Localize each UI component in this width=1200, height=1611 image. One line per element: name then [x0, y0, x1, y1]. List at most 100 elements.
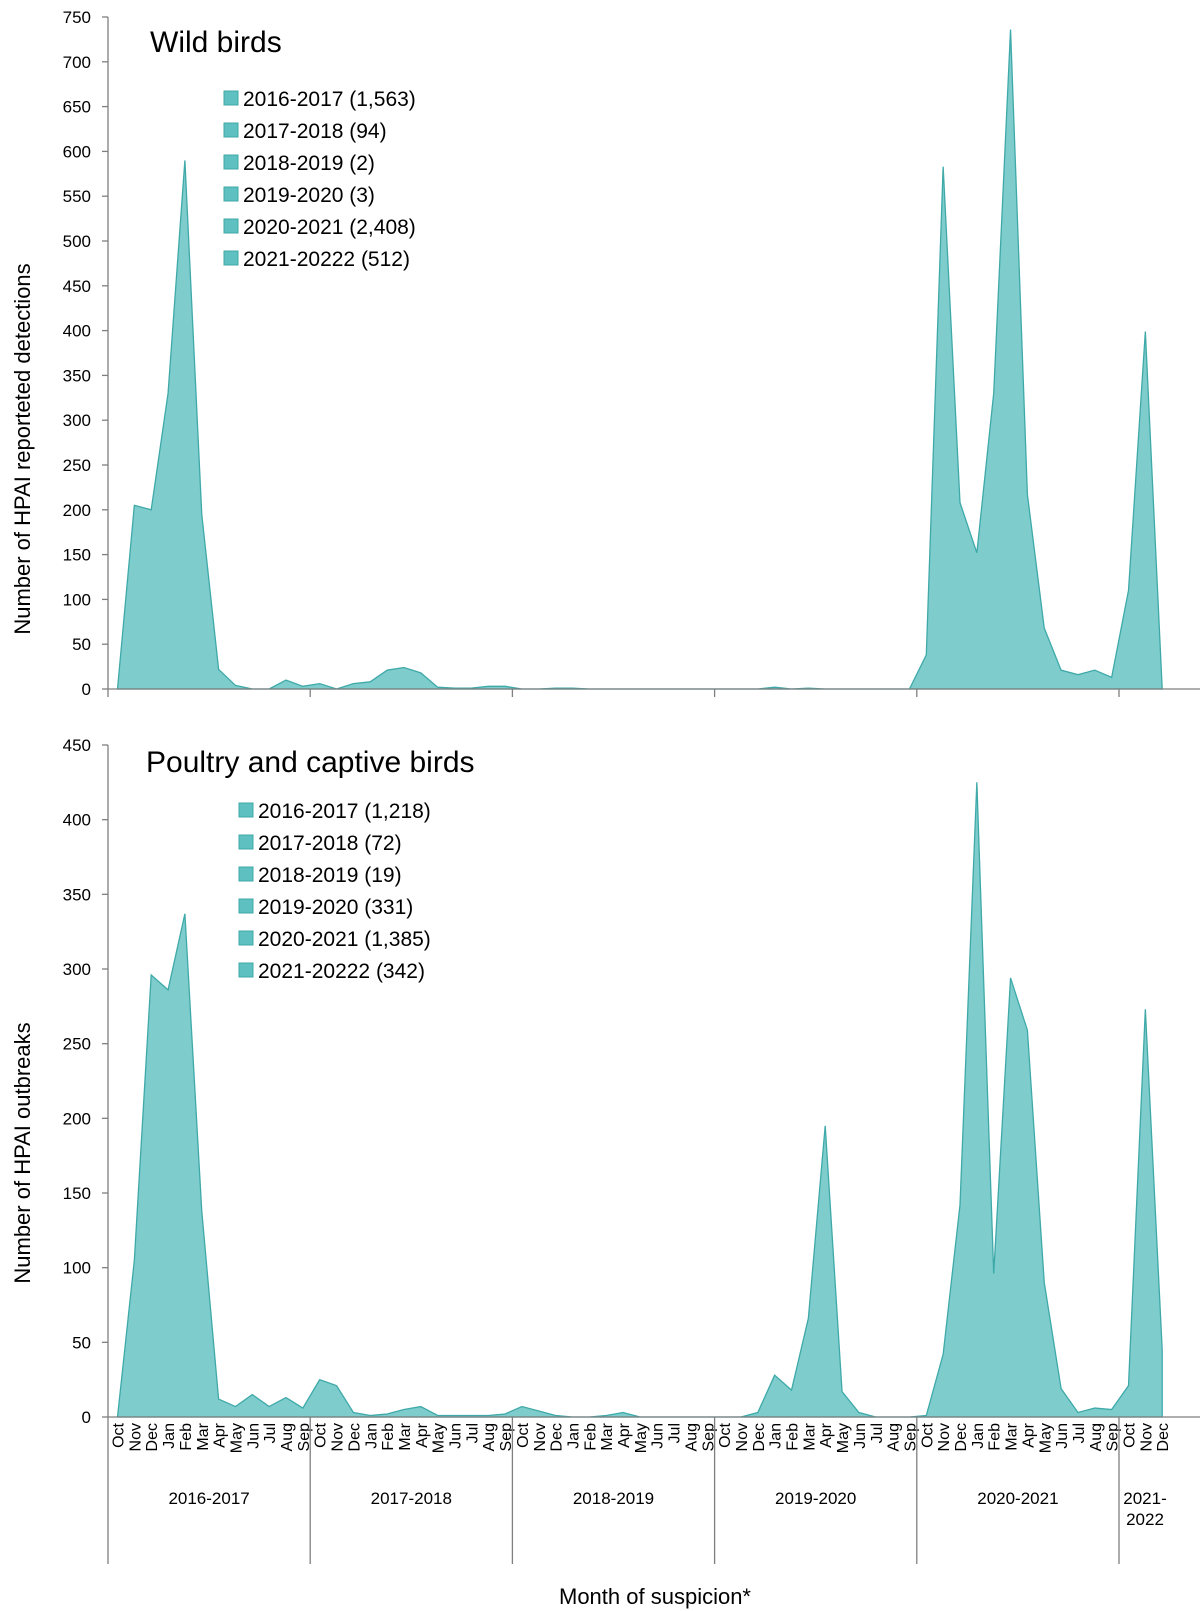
- month-tick-label: Apr: [212, 1422, 229, 1448]
- y-tick-label: 0: [82, 1408, 91, 1427]
- month-tick-label: Feb: [380, 1423, 397, 1451]
- y-tick-label: 650: [63, 98, 91, 117]
- y-tick-label: 150: [63, 1184, 91, 1203]
- month-tick-label: Aug: [1088, 1423, 1105, 1451]
- month-tick-label: Sep: [902, 1423, 919, 1452]
- legend-entry: 2018-2019 (2): [243, 152, 375, 175]
- legend-entry: 2018-2019 (19): [258, 864, 402, 887]
- month-tick-label: Oct: [919, 1422, 936, 1447]
- y-tick-label: 0: [82, 680, 91, 699]
- wild-birds-title: Wild birds: [150, 26, 282, 59]
- legend-swatch: [223, 186, 239, 202]
- month-tick-labels: Oct Nov Dec Jan Feb Mar Apr May Jun Jul Aug Sep Oct N…: [111, 1422, 1173, 1453]
- month-tick-label: Oct: [313, 1422, 330, 1447]
- month-tick-label: Sep: [1105, 1423, 1122, 1452]
- legend-entry: 2019-2020 (331): [258, 896, 413, 919]
- poultry-y-ticks: 0 50 100 150 200 250 300 350 400 450: [63, 736, 108, 1427]
- legend-swatch: [238, 930, 254, 946]
- month-tick-label: Oct: [1122, 1422, 1139, 1447]
- wild-birds-legend: 2016-2017 (1,563) 2017-2018 (94) 2018-2019…: [223, 88, 416, 271]
- month-tick-label: Nov: [532, 1423, 549, 1451]
- season-labels: 2016-2017 2017-2018 2018-2019 2019-2020 2020…: [107, 1417, 1167, 1564]
- legend-swatch: [238, 802, 254, 818]
- month-tick-label: Apr: [414, 1422, 431, 1448]
- wild-birds-panel: 0 50 100 150 200 250 300 350 400 450 500 550 600 650 7…: [10, 8, 1200, 699]
- y-tick-label: 100: [63, 1259, 91, 1278]
- legend-swatch: [223, 250, 239, 266]
- x-axis-title: Month of suspicion*: [559, 1584, 751, 1609]
- legend-swatch: [223, 90, 239, 106]
- season-label: 2019-2020: [775, 1489, 856, 1508]
- month-tick-label: Jun: [1054, 1423, 1071, 1449]
- y-tick-label: 400: [63, 811, 91, 830]
- y-tick-label: 700: [63, 53, 91, 72]
- season-label: 2018-2019: [573, 1489, 654, 1508]
- month-tick-label: Jul: [869, 1423, 886, 1443]
- month-tick-label: Jan: [363, 1423, 380, 1449]
- month-tick-label: Nov: [1138, 1423, 1155, 1451]
- y-tick-label: 550: [63, 187, 91, 206]
- month-tick-label: Oct: [111, 1422, 128, 1447]
- month-tick-label: Dec: [751, 1423, 768, 1451]
- month-tick-label: Jan: [768, 1423, 785, 1449]
- season-label: 2016-2017: [168, 1489, 249, 1508]
- y-tick-label: 100: [63, 590, 91, 609]
- y-tick-label: 300: [63, 960, 91, 979]
- month-tick-label: Nov: [330, 1423, 347, 1451]
- y-tick-label: 200: [63, 1109, 91, 1128]
- month-tick-label: Sep: [700, 1423, 717, 1452]
- y-tick-label: 50: [72, 635, 91, 654]
- legend-entry: 2021-20222 (342): [258, 960, 425, 983]
- month-tick-label: Apr: [1020, 1422, 1037, 1448]
- poultry-y-label: Number of HPAI outbreaks: [10, 1022, 35, 1283]
- month-tick-label: Dec: [1155, 1423, 1172, 1451]
- month-tick-label: Jul: [262, 1423, 279, 1443]
- wild-birds-x-ticks: [107, 689, 1120, 697]
- month-tick-label: Mar: [599, 1422, 616, 1450]
- legend-swatch: [238, 834, 254, 850]
- legend-swatch: [238, 962, 254, 978]
- month-tick-label: Mar: [397, 1422, 414, 1450]
- month-tick-label: May: [1037, 1423, 1054, 1453]
- legend-entry: 2019-2020 (3): [243, 184, 375, 207]
- month-tick-label: Jun: [448, 1423, 465, 1449]
- month-tick-label: Mar: [195, 1422, 212, 1450]
- y-tick-label: 300: [63, 411, 91, 430]
- month-tick-label: May: [633, 1423, 650, 1453]
- season-label: 2017-2018: [371, 1489, 452, 1508]
- legend-entry: 2016-2017 (1,218): [258, 800, 431, 823]
- month-tick-label: Aug: [279, 1423, 296, 1451]
- month-tick-label: Oct: [717, 1422, 734, 1447]
- legend-swatch: [238, 866, 254, 882]
- month-tick-label: May: [835, 1423, 852, 1453]
- wild-birds-y-ticks: 0 50 100 150 200 250 300 350 400 450 500 550 600 650 7…: [63, 8, 108, 699]
- legend-entry: 2017-2018 (94): [243, 120, 387, 143]
- y-tick-label: 250: [63, 456, 91, 475]
- wild-birds-y-label: Number of HPAI reporteted detections: [10, 263, 35, 634]
- legend-swatch: [223, 154, 239, 170]
- y-tick-label: 750: [63, 8, 91, 27]
- y-tick-label: 250: [63, 1035, 91, 1054]
- month-tick-label: Jan: [565, 1423, 582, 1449]
- y-tick-label: 500: [63, 232, 91, 251]
- y-tick-label: 450: [63, 277, 91, 296]
- month-tick-label: Feb: [582, 1423, 599, 1451]
- month-tick-label: Dec: [346, 1423, 363, 1451]
- month-tick-label: Feb: [785, 1423, 802, 1451]
- month-tick-label: Jun: [650, 1423, 667, 1449]
- poultry-panel: 0 50 100 150 200 250 300 350 400 450 Poultry and …: [10, 736, 1200, 1427]
- legend-entry: 2021-20222 (512): [243, 248, 410, 271]
- y-tick-label: 450: [63, 736, 91, 755]
- y-tick-label: 50: [72, 1333, 91, 1352]
- month-tick-label: May: [228, 1423, 245, 1453]
- month-tick-label: Aug: [886, 1423, 903, 1451]
- legend-entry: 2017-2018 (72): [258, 832, 402, 855]
- month-tick-label: Jul: [1071, 1423, 1088, 1443]
- season-label: 2021-: [1123, 1489, 1166, 1508]
- month-tick-label: Sep: [296, 1423, 313, 1452]
- month-tick-label: Feb: [178, 1423, 195, 1451]
- y-tick-label: 400: [63, 322, 91, 341]
- poultry-legend: 2016-2017 (1,218) 2017-2018 (72) 2018-2019…: [238, 800, 431, 983]
- month-tick-label: Apr: [616, 1422, 633, 1448]
